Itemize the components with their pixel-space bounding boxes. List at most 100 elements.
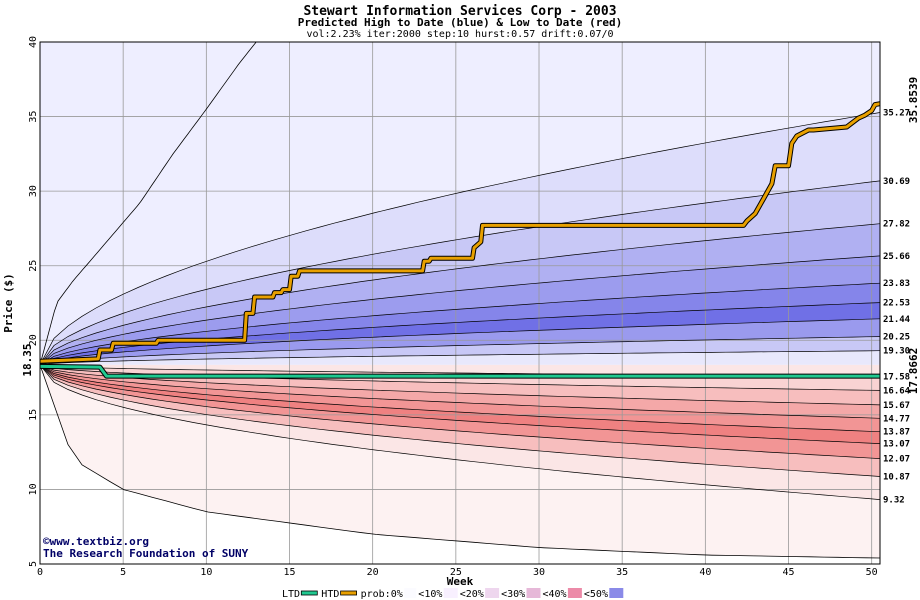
legend-item-label: <10%: [418, 589, 442, 600]
legend: LTD HTD prob:0% <10% <20% <30% <40% <50%: [282, 588, 624, 600]
low-end-label: 10.87: [883, 472, 910, 482]
legend-line-swatch: [340, 590, 358, 596]
x-tick-label: 10: [200, 567, 212, 578]
band-low-5: [40, 364, 880, 444]
chart-title: Stewart Information Services Corp - 2003: [303, 4, 616, 19]
legend-color-swatch: [485, 588, 500, 598]
high-end-label: 25.66: [883, 252, 910, 262]
x-tick-label: 5: [120, 567, 126, 578]
band-low-6: [40, 364, 880, 459]
htd-final-value: 35.8539: [907, 77, 920, 123]
legend-item-label: <30%: [501, 589, 525, 600]
curve-low: [39, 364, 881, 444]
curve-high: [39, 336, 881, 366]
high-end-label: 21.44: [883, 315, 911, 325]
high-end-label: 35.27: [883, 109, 910, 119]
band-high-1: [40, 112, 880, 365]
y-tick-label: 10: [28, 483, 39, 495]
ltd-final-value: 17.8662: [907, 348, 920, 394]
low-end-label: 9.32: [883, 496, 905, 506]
y-tick-label: 5: [28, 561, 39, 567]
x-axis-ticks: 0 5 10 15 20 25 30 35 40 45 50: [37, 567, 878, 578]
curve-high: [39, 255, 881, 366]
chart-params: vol:2.23% iter:2000 step:10 hurst:0.57 d…: [306, 29, 613, 40]
x-tick-label: 15: [283, 567, 295, 578]
low-end-label: 16.64: [883, 386, 911, 396]
probability-bands: [40, 42, 880, 564]
curve-high: [39, 350, 881, 366]
y-tick-label: 20: [28, 334, 39, 346]
y-tick-label: 40: [28, 36, 39, 48]
band-low-9: [40, 364, 880, 558]
band-high-7: [40, 318, 880, 365]
high-end-label: 27.82: [883, 220, 910, 230]
legend-item-label: <20%: [460, 589, 484, 600]
x-tick-label: 0: [37, 567, 43, 578]
low-end-label: 12.07: [883, 455, 910, 465]
high-end-label: 23.83: [883, 279, 910, 289]
legend-color-swatch: [609, 588, 624, 598]
curve-low: [39, 364, 881, 459]
curve-high: [39, 180, 881, 366]
curve-low: [39, 364, 881, 406]
series-htd: [39, 102, 881, 363]
legend-item-label: LTD: [282, 589, 300, 600]
legend-color-swatch: [404, 588, 417, 598]
legend-item-label: <40%: [543, 589, 567, 600]
legend-color-swatch: [567, 588, 582, 598]
curve-low: [39, 364, 881, 433]
curve-high: [39, 282, 881, 366]
low-end-label: 14.77: [883, 414, 910, 424]
legend-color-swatch: [526, 588, 541, 598]
band-high-6: [40, 302, 880, 365]
y-tick-label: 35: [28, 111, 39, 123]
x-tick-label: 30: [533, 567, 545, 578]
curve-end-labels: 35.27 30.69 27.82 25.66 23.83 22.53 21.44 20.25…: [883, 109, 911, 506]
y-tick-label: 15: [28, 409, 39, 421]
legend-line-swatch: [300, 590, 318, 596]
band-high-outer: [40, 42, 880, 365]
low-end-label: 13.07: [883, 440, 910, 450]
legend-color-swatch: [443, 588, 458, 598]
band-high-9: [40, 350, 880, 365]
legend-item-label: prob:0%: [361, 589, 403, 600]
plot-frame: [39, 41, 881, 565]
y-axis-ticks: 5 10 15 20 25 30 35 40: [28, 36, 39, 567]
band-high-3: [40, 223, 880, 365]
x-tick-label: 25: [450, 567, 462, 578]
low-end-label: 17.58: [883, 372, 910, 382]
curve-low: [39, 364, 881, 419]
x-axis-label: Week: [447, 575, 474, 588]
high-end-label: 20.25: [883, 333, 910, 343]
band-low-bottom: [40, 364, 880, 564]
y-axis-label: Price ($): [2, 273, 15, 333]
band-low-2: [40, 364, 880, 405]
data-series: [39, 101, 881, 379]
x-tick-label: 35: [616, 567, 628, 578]
band-low-8: [40, 364, 880, 500]
x-tick-label: 50: [866, 567, 878, 578]
high-end-label: 19.30: [883, 347, 910, 357]
band-low-7: [40, 364, 880, 477]
band-high-4: [40, 255, 880, 365]
start-price-label: 18.35: [21, 343, 34, 376]
band-high-8: [40, 336, 880, 365]
curve-high: [39, 318, 881, 366]
curve-high: [39, 223, 881, 366]
high-end-label: 30.69: [883, 177, 910, 187]
credit-line-2: The Research Foundation of SUNY: [43, 547, 249, 560]
curve-outer-low: [39, 364, 881, 559]
curve-outer-high: [39, 41, 257, 366]
curve-low: [39, 364, 881, 500]
band-low-3: [40, 364, 880, 419]
legend-item-label: <50%: [584, 589, 608, 600]
x-tick-label: 20: [367, 567, 379, 578]
series-ltd: [39, 364, 880, 378]
chart-subtitle: Predicted High to Date (blue) & Low to D…: [298, 16, 623, 29]
low-end-label: 15.67: [883, 401, 910, 411]
legend-item-label: HTD: [321, 589, 339, 600]
y-tick-label: 25: [28, 260, 39, 272]
band-low-0: [40, 364, 880, 377]
credit-line-1: ©www.textbiz.org: [43, 535, 149, 548]
